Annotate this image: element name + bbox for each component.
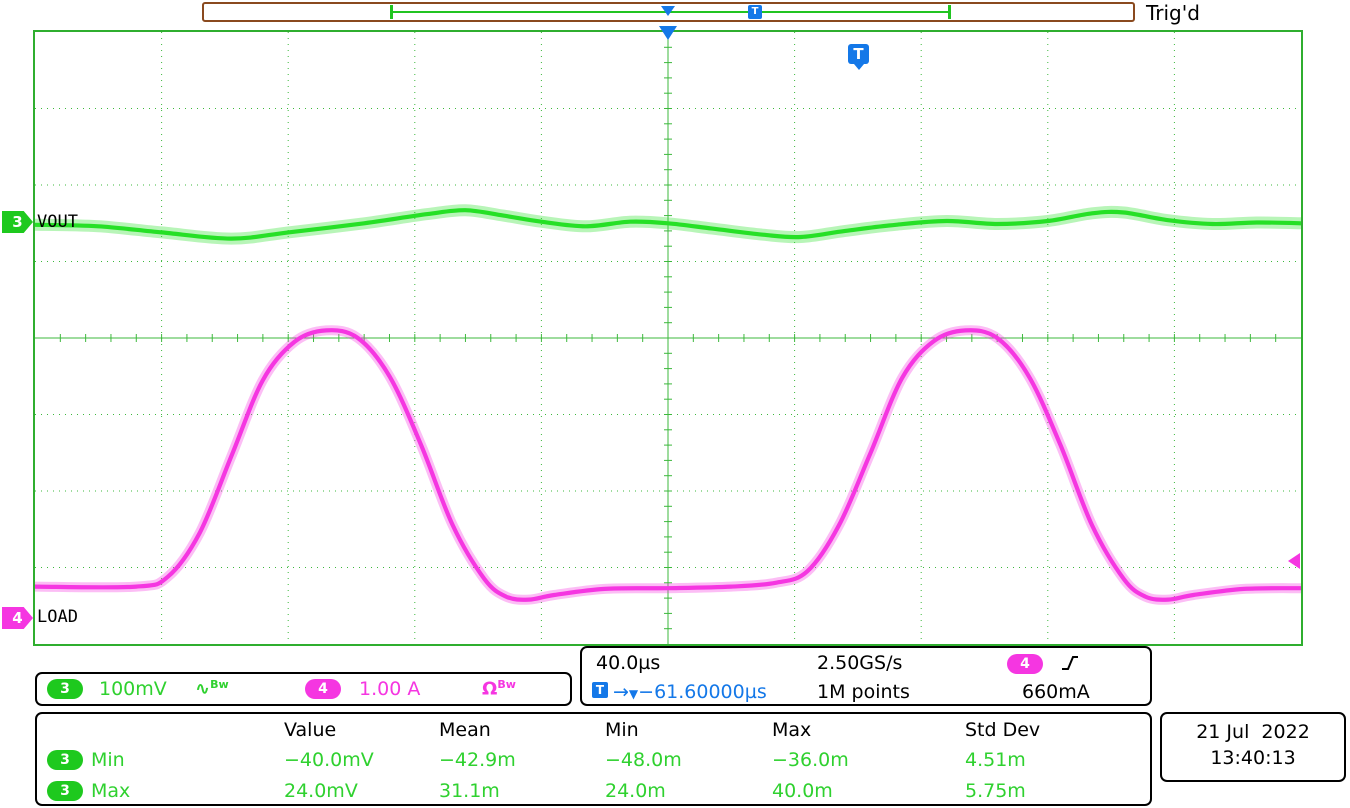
measure-value: 24.0mV: [284, 779, 358, 802]
measure-stddev: 5.75m: [965, 779, 1026, 802]
measure-max: 40.0m: [772, 779, 833, 802]
time-per-div: 40.0µs: [596, 652, 661, 674]
record-length: 1M points: [817, 681, 910, 703]
acquisition-preview-bar: T: [202, 2, 1135, 22]
trigger-source-badge: 4: [1007, 654, 1043, 674]
time-label: 13:40:13: [1210, 747, 1296, 769]
ch4-scale: 1.00 A: [359, 678, 421, 700]
measurements-table: Value Mean Min Max Std Dev 3 Min −40.0mV…: [35, 712, 1152, 806]
trigger-position-readout: →▼−61.60000µs: [613, 681, 767, 703]
ch3-reference-marker: 3: [2, 211, 33, 233]
measure-header-mean: Mean: [439, 719, 491, 741]
ch4-coupling-icon: ΩBw: [482, 678, 516, 700]
ch3-scale: 100mV: [99, 678, 167, 700]
measure-mean: −42.9m: [439, 748, 516, 771]
datetime-box: 21 Jul 2022 13:40:13: [1160, 712, 1346, 782]
trigger-t-readout-icon: T: [592, 682, 608, 698]
measure-min: 24.0m: [605, 779, 666, 802]
graticule-svg: [35, 32, 1301, 644]
measure-header-stddev: Std Dev: [965, 719, 1041, 741]
measure-value: −40.0mV: [284, 748, 374, 771]
ch4-reference-marker: 4: [2, 607, 33, 629]
measure-stddev: 4.51m: [965, 748, 1026, 771]
measure-header-min: Min: [605, 719, 639, 741]
graticule: [33, 30, 1303, 646]
measure-mean: 31.1m: [439, 779, 500, 802]
measure-min: −48.0m: [605, 748, 682, 771]
trigger-position-marker-icon: [659, 26, 677, 40]
ch3-badge: 3: [47, 749, 83, 770]
trigger-flag-icon: T: [848, 44, 869, 70]
trigger-position-triangle-icon: [661, 6, 675, 16]
measure-row-label: 3 Max: [37, 780, 284, 802]
ch4-badge: 4: [305, 679, 341, 699]
ch3-badge: 3: [47, 780, 83, 801]
measure-header-max: Max: [772, 719, 812, 741]
trigger-slope-icon: [1060, 653, 1080, 677]
ch3-badge: 3: [47, 679, 83, 699]
horizontal-trigger-box: 40.0µs 2.50GS/s 4 T →▼−61.60000µs 1M poi…: [580, 646, 1152, 706]
ch4-trigger-level-icon: [1288, 553, 1300, 569]
trigger-t-icon: T: [748, 5, 762, 19]
ch3-trace-label: VOUT: [37, 212, 78, 232]
measure-name: Min: [91, 748, 125, 771]
ch4-trace-label: LOAD: [37, 607, 78, 627]
measure-row-label: 3 Min: [37, 749, 284, 771]
channel-settings-box: 3 100mV ∿Bw 4 1.00 A ΩBw: [35, 672, 572, 706]
measure-header-value: Value: [284, 719, 337, 741]
sample-rate: 2.50GS/s: [817, 652, 903, 674]
trigger-status: Trig'd: [1146, 1, 1200, 25]
date-label: 21 Jul 2022: [1196, 721, 1310, 743]
ch3-coupling-icon: ∿Bw: [195, 678, 229, 700]
measure-name: Max: [91, 779, 131, 802]
measure-max: −36.0m: [772, 748, 849, 771]
trigger-level: 660mA: [1022, 681, 1090, 703]
